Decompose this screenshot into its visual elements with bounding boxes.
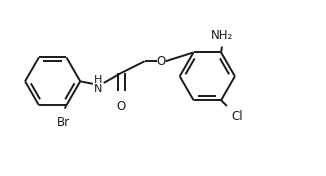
Text: O: O (117, 100, 126, 113)
Text: Cl: Cl (231, 110, 243, 123)
Text: O: O (157, 55, 166, 68)
Text: H
N: H N (94, 75, 102, 94)
Text: Br: Br (56, 116, 70, 129)
Text: NH₂: NH₂ (211, 29, 233, 42)
